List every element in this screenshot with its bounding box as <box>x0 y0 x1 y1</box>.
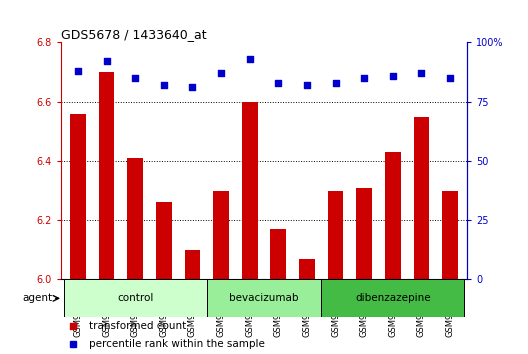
Bar <box>70 114 86 279</box>
Point <box>332 80 340 86</box>
Point <box>159 82 168 88</box>
Bar <box>99 72 115 279</box>
Point <box>360 75 369 81</box>
Point <box>417 70 426 76</box>
Point <box>303 82 311 88</box>
Bar <box>328 190 343 279</box>
Bar <box>385 152 401 279</box>
Point <box>131 75 139 81</box>
Bar <box>442 190 458 279</box>
Bar <box>321 279 465 317</box>
Bar <box>356 188 372 279</box>
Bar <box>213 190 229 279</box>
Bar <box>156 202 172 279</box>
Point <box>389 73 397 79</box>
Point <box>188 85 196 90</box>
Point <box>446 75 454 81</box>
Point <box>274 80 282 86</box>
Text: transformed count: transformed count <box>89 321 186 331</box>
Point <box>246 56 254 62</box>
Text: dibenzazepine: dibenzazepine <box>355 293 431 303</box>
Bar <box>270 229 286 279</box>
Text: bevacizumab: bevacizumab <box>229 293 299 303</box>
Bar <box>207 279 321 317</box>
Bar <box>127 158 143 279</box>
Bar <box>242 102 258 279</box>
Bar <box>413 116 429 279</box>
Point <box>74 68 82 74</box>
Text: agent: agent <box>22 293 52 303</box>
Bar <box>63 279 207 317</box>
Bar <box>185 250 200 279</box>
Bar <box>299 259 315 279</box>
Point <box>217 70 225 76</box>
Point <box>102 59 111 64</box>
Text: GDS5678 / 1433640_at: GDS5678 / 1433640_at <box>61 28 206 41</box>
Text: control: control <box>117 293 153 303</box>
Text: percentile rank within the sample: percentile rank within the sample <box>89 339 265 349</box>
